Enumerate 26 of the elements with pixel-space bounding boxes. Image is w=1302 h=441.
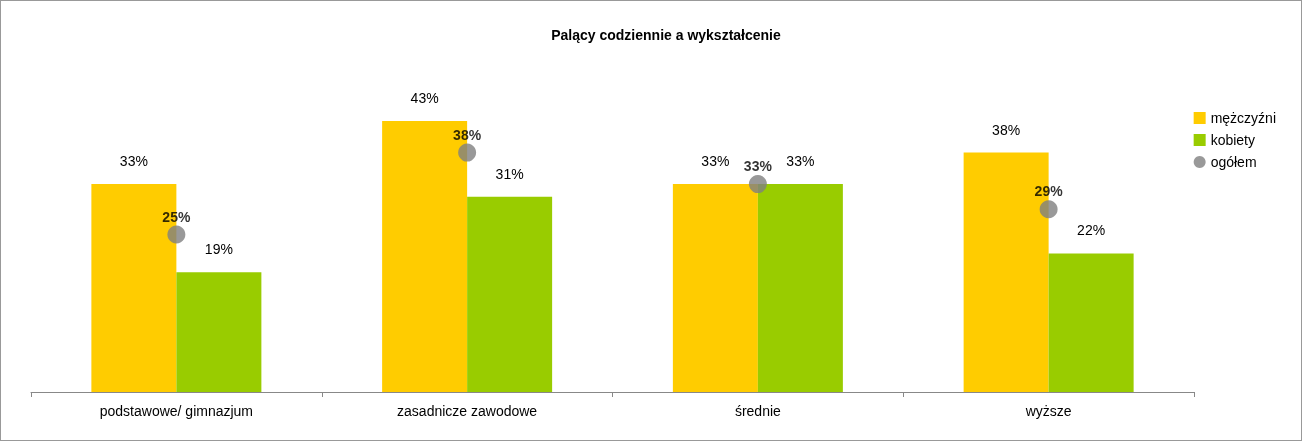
point bbox=[748, 175, 767, 194]
legend-label: ogółem bbox=[1210, 154, 1257, 170]
data-label: 33% bbox=[743, 158, 773, 175]
point bbox=[458, 143, 477, 162]
data-label: 33% bbox=[701, 153, 730, 170]
data-label: 22% bbox=[1077, 222, 1106, 239]
x-tick-label: wyższe bbox=[1024, 403, 1072, 419]
data-label: 31% bbox=[495, 165, 524, 182]
bar bbox=[1048, 253, 1134, 392]
bar bbox=[672, 184, 758, 392]
point bbox=[167, 225, 186, 244]
data-label: 38% bbox=[992, 121, 1021, 138]
x-tick-label: średnie bbox=[734, 403, 782, 419]
x-tick-label: podstawowe/ gimnazjum bbox=[99, 403, 254, 419]
data-label: 19% bbox=[204, 241, 233, 258]
data-label: 33% bbox=[119, 153, 148, 170]
data-label: 43% bbox=[410, 90, 439, 107]
bar bbox=[757, 184, 843, 392]
point bbox=[1039, 200, 1058, 219]
bar bbox=[176, 272, 262, 392]
legend-label: mężczyźni bbox=[1210, 110, 1277, 126]
data-label: 33% bbox=[786, 153, 815, 170]
x-tick-label: zasadnicze zawodowe bbox=[397, 403, 538, 419]
bar bbox=[467, 196, 553, 392]
legend-label: kobiety bbox=[1210, 132, 1256, 148]
chart-title: Palący codziennie a wykształcenie bbox=[551, 27, 781, 43]
